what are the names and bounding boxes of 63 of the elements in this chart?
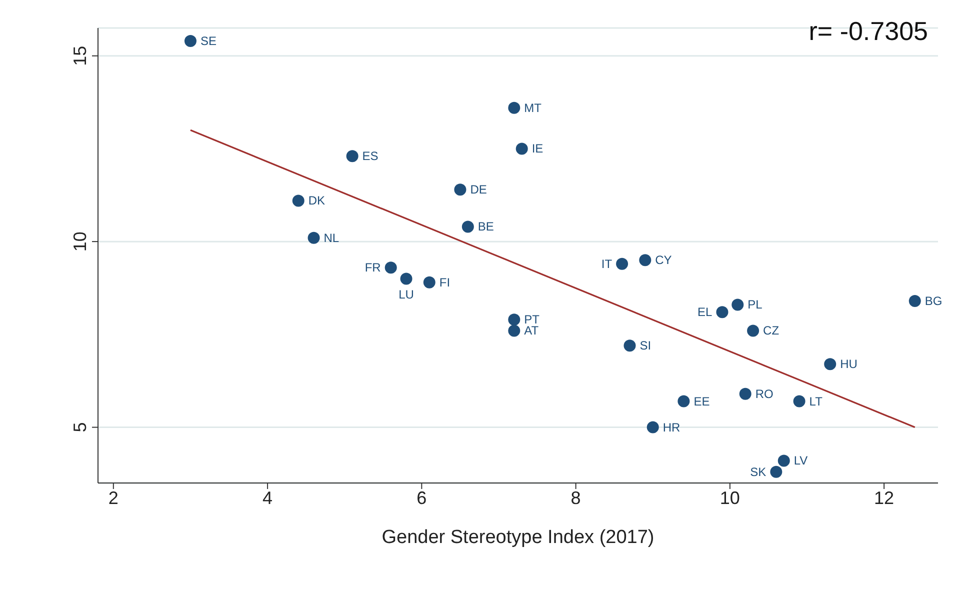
point xyxy=(184,35,196,47)
data-label: PL xyxy=(748,298,763,312)
point xyxy=(624,340,636,352)
point xyxy=(423,276,436,288)
x-axis-title: Gender Stereotype Index (2017) xyxy=(382,527,654,548)
point xyxy=(716,306,728,318)
data-label: DE xyxy=(470,182,487,197)
point xyxy=(508,314,520,326)
point xyxy=(346,150,358,162)
data-label: DK xyxy=(308,194,326,208)
point xyxy=(400,272,412,285)
data-label: SK xyxy=(750,464,766,479)
point xyxy=(678,395,690,408)
data-label: FI xyxy=(439,275,450,290)
y-tick-label: 10 xyxy=(70,232,90,252)
point xyxy=(639,254,652,266)
x-tick-label: 2 xyxy=(108,488,118,508)
data-label: EL xyxy=(698,305,713,320)
point xyxy=(908,295,921,307)
data-label: ES xyxy=(362,149,378,164)
data-label: IT xyxy=(601,256,613,271)
point xyxy=(462,220,474,233)
annotation: r= -0.7305 xyxy=(808,16,928,47)
x-tick-label: 12 xyxy=(874,488,894,508)
x-tick-label: 4 xyxy=(262,488,273,508)
data-label: IE xyxy=(532,142,544,156)
data-label: HR xyxy=(662,420,681,434)
y-tick-label: 5 xyxy=(70,422,90,432)
point xyxy=(747,324,760,337)
point xyxy=(646,421,659,434)
point xyxy=(508,102,520,114)
y-tick-label: 15 xyxy=(70,46,90,66)
point xyxy=(616,258,628,270)
data-label: CY xyxy=(655,253,672,268)
data-label: EE xyxy=(694,394,710,408)
point xyxy=(793,395,806,408)
point xyxy=(508,324,520,337)
data-label: BG xyxy=(924,294,942,308)
data-label: NL xyxy=(324,230,340,245)
data-label: RO xyxy=(755,386,774,401)
point xyxy=(778,454,790,467)
data-label: LV xyxy=(794,454,808,468)
point xyxy=(292,194,304,207)
x-tick-label: 10 xyxy=(720,488,740,508)
point xyxy=(824,358,836,370)
data-label: MT xyxy=(524,100,542,115)
point xyxy=(770,466,782,478)
x-tick-label: 6 xyxy=(416,488,427,508)
x-tick-label: 8 xyxy=(570,488,581,508)
data-label: LT xyxy=(809,394,824,408)
point xyxy=(454,184,466,196)
point xyxy=(308,232,320,244)
point xyxy=(516,142,528,155)
data-label: CZ xyxy=(763,324,780,338)
data-label: SE xyxy=(200,34,216,48)
data-label: SI xyxy=(640,338,652,353)
point xyxy=(739,388,752,400)
data-label: LU xyxy=(398,288,414,302)
point xyxy=(732,298,744,311)
data-label: HU xyxy=(840,357,858,372)
data-label: BE xyxy=(478,220,494,234)
point xyxy=(384,262,397,274)
data-label: FR xyxy=(364,260,382,275)
